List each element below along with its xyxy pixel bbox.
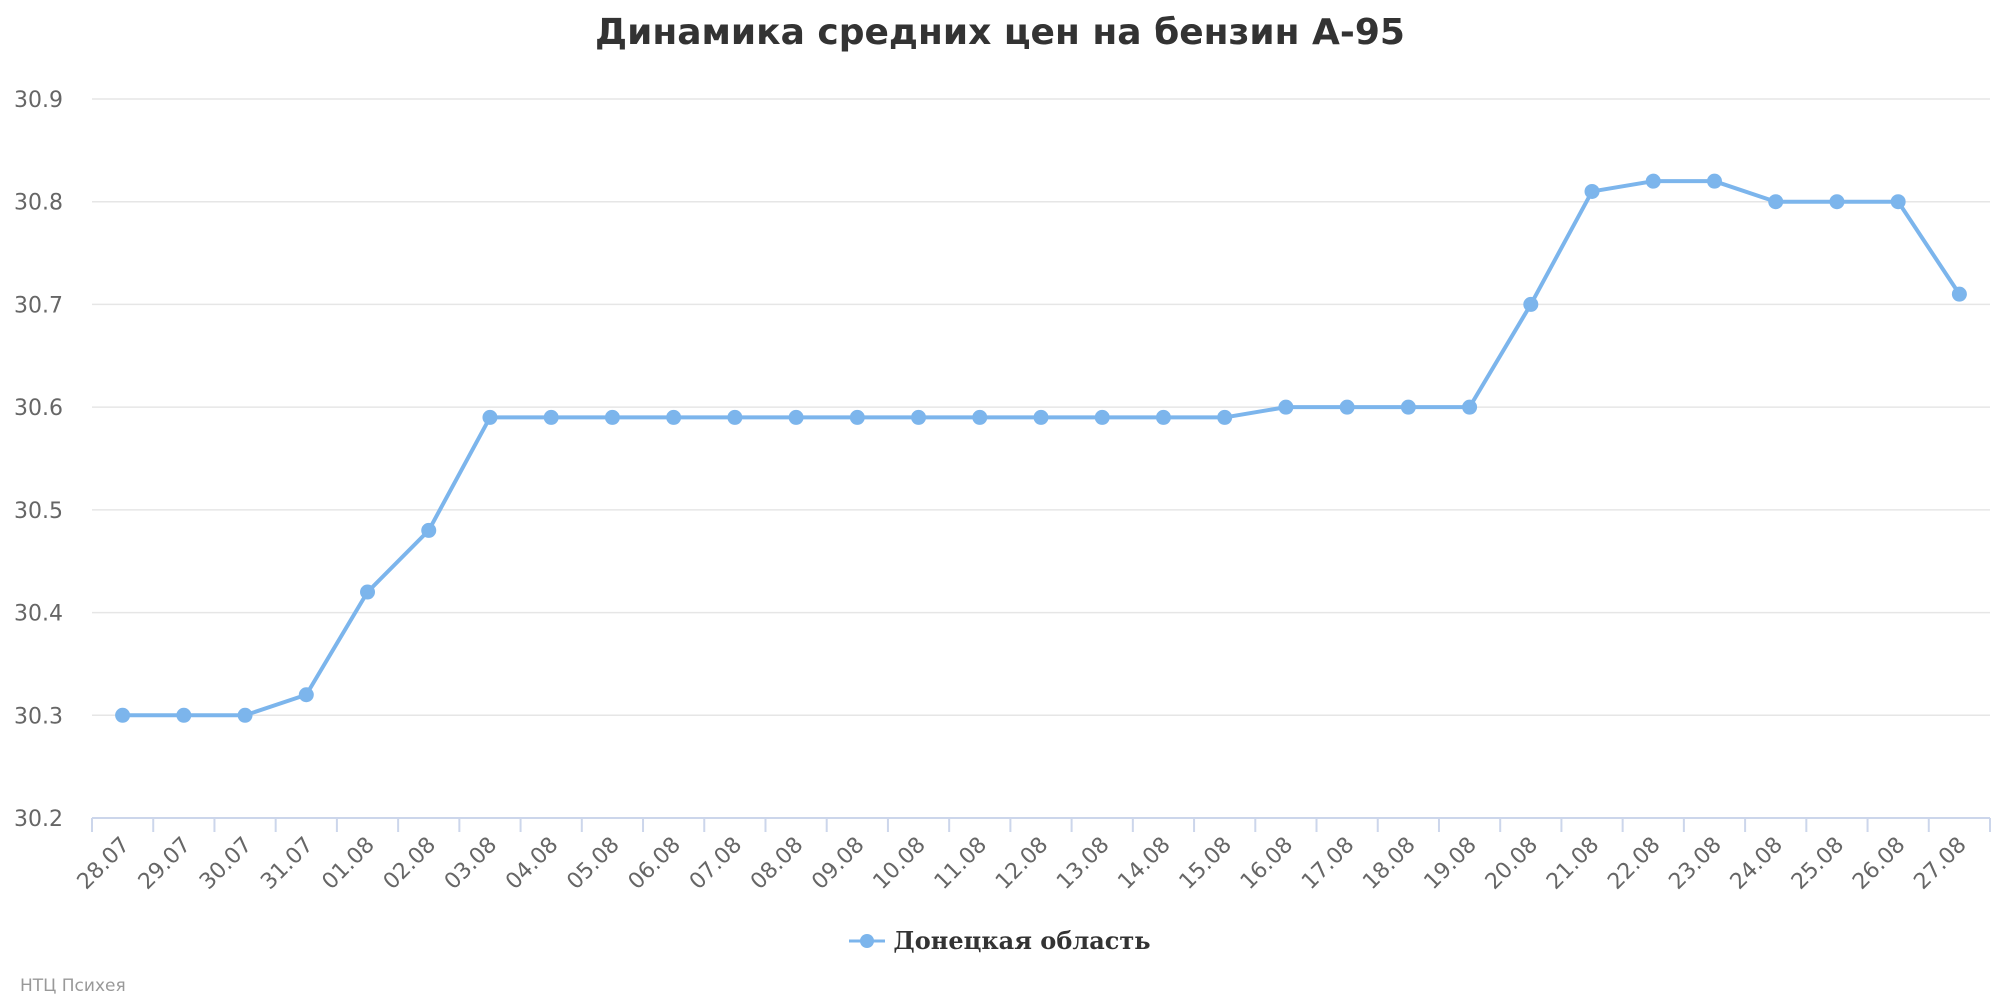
x-tick-label: 18.08 [1358,833,1420,895]
y-tick-label: 30.3 [14,704,63,729]
data-point[interactable] [421,522,437,538]
x-tick-label: 04.08 [501,833,563,895]
data-point[interactable] [1400,399,1416,415]
x-tick-label: 10.08 [869,833,931,895]
x-tick-label: 14.08 [1113,833,1175,895]
data-point[interactable] [1339,399,1355,415]
data-point[interactable] [1829,194,1845,210]
x-tick-label: 03.08 [440,833,502,895]
data-point[interactable] [1645,173,1661,189]
x-tick-label: 28.07 [73,833,135,895]
x-tick-label: 05.08 [562,833,624,895]
data-point[interactable] [1584,183,1600,199]
credits[interactable]: НТЦ Психея [20,976,126,996]
data-point[interactable] [972,409,988,425]
data-point[interactable] [727,409,743,425]
data-point[interactable] [849,409,865,425]
x-tick-label: 19.08 [1420,833,1482,895]
x-tick-label: 16.08 [1236,833,1298,895]
data-point[interactable] [788,409,804,425]
x-tick-label: 31.07 [256,833,318,895]
x-axis-labels: 28.07 29.07 30.07 31.07 01.08 02.08 03.08 04.08… [73,833,1972,895]
data-point[interactable] [604,409,620,425]
data-point[interactable] [1033,409,1049,425]
x-tick-label: 30.07 [195,833,257,895]
chart-title: Динамика средних цен на бензин А-95 [595,12,1405,53]
data-point[interactable] [298,687,314,703]
data-point[interactable] [115,707,131,723]
grid-lines [92,98,1990,717]
data-point[interactable] [1278,399,1294,415]
data-point[interactable] [482,409,498,425]
x-tick-label: 22.08 [1603,833,1665,895]
legend-line-marker-icon [849,933,886,948]
y-tick-label: 30.7 [14,293,63,318]
x-tick-label: 26.08 [1848,833,1910,895]
x-tick-label: 20.08 [1481,833,1543,895]
y-tick-label: 30.8 [14,191,63,216]
data-point[interactable] [1951,286,1967,302]
x-tick-label: 15.08 [1175,833,1237,895]
data-point[interactable] [666,409,682,425]
x-tick-label: 07.08 [685,833,747,895]
y-tick-label: 30.2 [14,807,63,832]
x-tick-label: 06.08 [624,833,686,895]
data-point[interactable] [911,409,927,425]
x-tick-label: 08.08 [746,833,808,895]
y-tick-label: 30.6 [14,396,63,421]
x-axis [91,817,1991,832]
x-tick-label: 13.08 [1052,833,1114,895]
x-tick-label: 21.08 [1542,833,1604,895]
data-point[interactable] [1768,194,1784,210]
data-point[interactable] [1094,409,1110,425]
x-tick-label: 11.08 [930,833,992,895]
x-tick-label: 29.07 [134,833,196,895]
series-donetsk[interactable] [115,173,1967,723]
y-axis: 30.2 30.3 30.4 30.5 30.6 30.7 30.8 30.9 [14,88,63,832]
legend-item-donetsk[interactable]: Донецкая область [849,926,1151,955]
data-point[interactable] [1706,173,1722,189]
x-tick-label: 09.08 [807,833,869,895]
x-tick-label: 23.08 [1665,833,1727,895]
legend: Донецкая область [0,926,2000,955]
data-point[interactable] [360,584,376,600]
series-line[interactable] [120,179,1962,718]
x-tick-label: 25.08 [1787,833,1849,895]
data-point[interactable] [543,409,559,425]
x-tick-label: 12.08 [991,833,1053,895]
y-tick-label: 30.5 [14,499,63,524]
x-tick-label: 01.08 [318,833,380,895]
y-tick-label: 30.4 [14,602,63,627]
legend-label: Донецкая область [893,926,1151,955]
x-tick-label: 27.08 [1909,833,1971,895]
y-tick-label: 30.9 [14,88,63,113]
data-point[interactable] [237,707,253,723]
x-tick-label: 24.08 [1726,833,1788,895]
data-point[interactable] [1155,409,1171,425]
data-point[interactable] [1523,296,1539,312]
data-point[interactable] [1462,399,1478,415]
data-point[interactable] [176,707,192,723]
x-tick-label: 17.08 [1297,833,1359,895]
data-point[interactable] [1890,194,1906,210]
data-point[interactable] [1217,409,1233,425]
x-tick-label: 02.08 [379,833,441,895]
